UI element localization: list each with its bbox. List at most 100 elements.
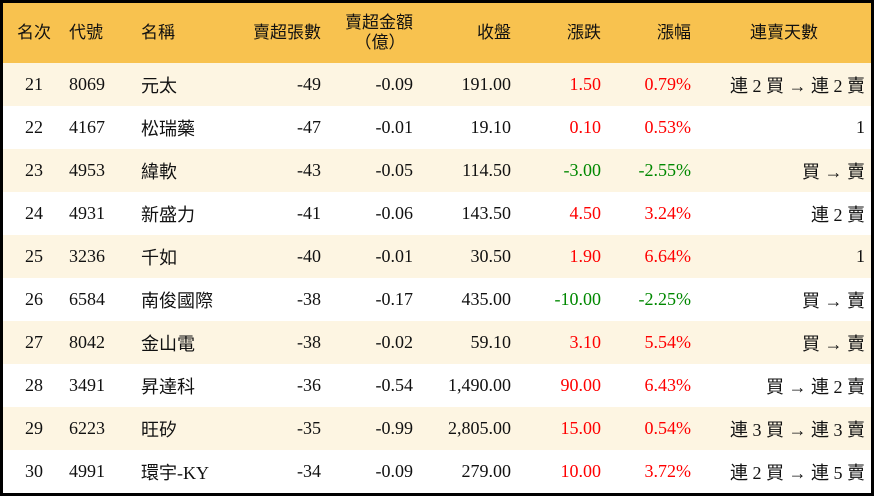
cell-close: 2,805.00 — [448, 418, 511, 438]
table-row[interactable]: 30 4991 環宇-KY -34 -0.09 279.00 10.00 3.72% 連 2 買… — [3, 450, 871, 493]
cell-shares: -47 — [297, 117, 321, 137]
cell-amount: -0.54 — [375, 375, 414, 395]
cell-amount: -0.09 — [375, 74, 414, 94]
header-code: 代號 — [69, 23, 103, 43]
cell-pct: -2.55% — [638, 160, 692, 180]
cell-amount: -0.01 — [375, 117, 414, 137]
table-row[interactable]: 25 3236 千如 -40 -0.01 30.50 1.90 6.64% 1 — [3, 235, 871, 278]
header-close: 收盤 — [477, 23, 511, 43]
cell-change: -10.00 — [554, 289, 602, 309]
cell-streak: 連 2 賣 — [811, 204, 865, 225]
cell-streak: 買 → 賣 — [802, 333, 865, 354]
cell-rank: 24 — [25, 203, 43, 223]
cell-close: 30.50 — [470, 246, 512, 266]
cell-shares: -34 — [297, 461, 321, 481]
cell-shares: -43 — [297, 160, 321, 180]
cell-close: 114.50 — [462, 160, 511, 180]
cell-rank: 26 — [25, 289, 43, 309]
cell-shares: -38 — [297, 289, 321, 309]
cell-close: 1,490.00 — [448, 375, 511, 395]
cell-streak: 1 — [856, 246, 865, 266]
cell-name: 旺矽 — [141, 419, 177, 440]
cell-amount: -0.09 — [375, 461, 414, 481]
header-streak: 連賣天數 — [750, 23, 818, 43]
cell-shares: -38 — [297, 332, 321, 352]
cell-close: 143.50 — [461, 203, 512, 223]
cell-close: 19.10 — [470, 117, 512, 137]
cell-name: 昇達科 — [141, 376, 195, 397]
table-row[interactable]: 22 4167 松瑞藥 -47 -0.01 19.10 0.10 0.53% 1 — [3, 106, 871, 149]
cell-close: 191.00 — [461, 74, 512, 94]
cell-streak: 連 2 買 → 連 5 賣 — [730, 462, 865, 483]
table-row[interactable]: 29 6223 旺矽 -35 -0.99 2,805.00 15.00 0.54% 連 3 買 … — [3, 407, 871, 450]
cell-close: 59.10 — [470, 332, 512, 352]
header-name: 名稱 — [141, 23, 175, 43]
cell-name: 環宇-KY — [141, 462, 209, 483]
cell-name: 松瑞藥 — [141, 118, 195, 139]
cell-code: 4991 — [69, 461, 105, 481]
cell-code: 8042 — [69, 332, 105, 352]
cell-pct: 3.24% — [644, 203, 692, 223]
cell-amount: -0.05 — [375, 160, 414, 180]
table-row[interactable]: 24 4931 新盛力 -41 -0.06 143.50 4.50 3.24% 連 2 賣 — [3, 192, 871, 235]
cell-rank: 28 — [25, 375, 43, 395]
cell-change: 1.90 — [569, 246, 602, 266]
cell-streak: 買 → 賣 — [802, 161, 865, 182]
cell-pct: 0.79% — [644, 74, 692, 94]
cell-rank: 23 — [25, 160, 43, 180]
cell-code: 4953 — [69, 160, 105, 180]
cell-amount: -0.01 — [375, 246, 414, 266]
header-amount-unit: （億） — [354, 33, 406, 53]
cell-streak: 買 → 連 2 賣 — [766, 376, 865, 397]
header-amount: 賣超金額 （億） — [327, 3, 419, 63]
cell-rank: 22 — [25, 117, 43, 137]
cell-name: 元太 — [141, 75, 177, 96]
cell-streak: 連 2 買 → 連 2 賣 — [730, 75, 865, 96]
cell-shares: -36 — [297, 375, 321, 395]
cell-shares: -49 — [297, 74, 321, 94]
table-row[interactable]: 26 6584 南俊國際 -38 -0.17 435.00 -10.00 -2.25% 買 → … — [3, 278, 871, 321]
cell-amount: -0.02 — [375, 332, 414, 352]
cell-rank: 29 — [25, 418, 43, 438]
cell-change: 15.00 — [560, 418, 602, 438]
cell-code: 3491 — [69, 375, 105, 395]
cell-code: 6223 — [69, 418, 105, 438]
cell-pct: 3.72% — [644, 461, 692, 481]
header-shares: 賣超張數 — [253, 23, 321, 43]
cell-pct: 0.53% — [644, 117, 692, 137]
cell-streak: 買 → 賣 — [802, 290, 865, 311]
cell-change: 1.50 — [569, 74, 602, 94]
table-row[interactable]: 21 8069 元太 -49 -0.09 191.00 1.50 0.79% 連 2 買 → 連… — [3, 63, 871, 106]
cell-close: 435.00 — [461, 289, 512, 309]
net-sell-ranking-table: 名次 代號 名稱 賣超張數 賣超金額 （億） 收盤 漲跌 漲幅 連賣天數 21 80… — [3, 3, 871, 493]
table-row[interactable]: 23 4953 緯軟 -43 -0.05 114.50 -3.00 -2.55% 買 → 賣 — [3, 149, 871, 192]
header-amount-label: 賣超金額 — [345, 13, 413, 33]
cell-amount: -0.06 — [375, 203, 414, 223]
cell-code: 6584 — [69, 289, 105, 309]
cell-amount: -0.17 — [375, 289, 414, 309]
cell-code: 8069 — [69, 74, 105, 94]
cell-rank: 25 — [25, 246, 43, 266]
cell-streak: 1 — [856, 117, 865, 137]
cell-name: 金山電 — [141, 333, 195, 354]
cell-change: -3.00 — [563, 160, 602, 180]
cell-change: 90.00 — [560, 375, 602, 395]
cell-name: 千如 — [141, 247, 177, 268]
table-row[interactable]: 28 3491 昇達科 -36 -0.54 1,490.00 90.00 6.43% 買 → 連… — [3, 364, 871, 407]
cell-change: 10.00 — [560, 461, 602, 481]
cell-close: 279.00 — [461, 461, 512, 481]
cell-code: 3236 — [69, 246, 105, 266]
cell-shares: -41 — [297, 203, 321, 223]
cell-change: 4.50 — [569, 203, 602, 223]
cell-code: 4167 — [69, 117, 105, 137]
header-rank: 名次 — [17, 23, 51, 43]
cell-rank: 30 — [25, 461, 43, 481]
cell-pct: 6.64% — [644, 246, 692, 266]
cell-pct: 5.54% — [644, 332, 692, 352]
cell-pct: 0.54% — [644, 418, 692, 438]
table-row[interactable]: 27 8042 金山電 -38 -0.02 59.10 3.10 5.54% 買 → 賣 — [3, 321, 871, 364]
header-change: 漲跌 — [567, 23, 601, 43]
cell-pct: 6.43% — [644, 375, 692, 395]
header-row: 名次 代號 名稱 賣超張數 賣超金額 （億） 收盤 漲跌 漲幅 連賣天數 — [3, 3, 871, 63]
